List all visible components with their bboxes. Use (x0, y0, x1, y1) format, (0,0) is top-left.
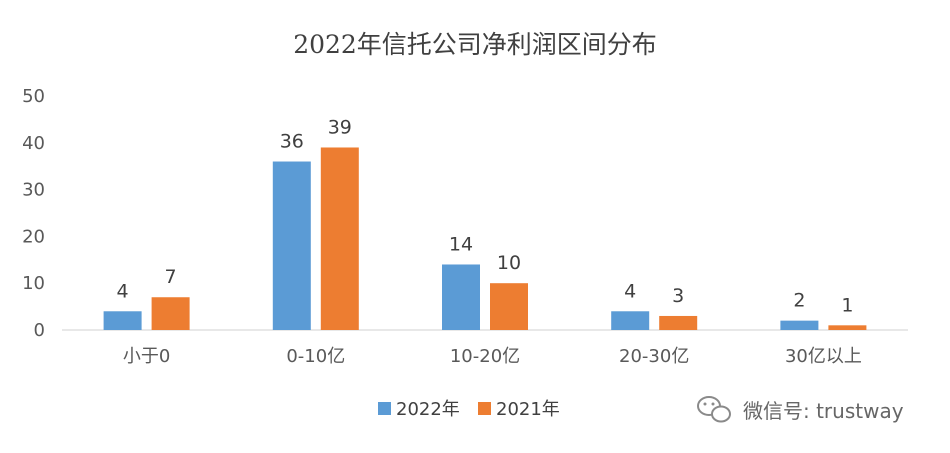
legend-swatch (478, 402, 491, 415)
x-tick-label: 10-20亿 (450, 346, 520, 367)
data-label: 3 (672, 285, 684, 307)
y-axis: 0 10 20 30 40 50 (22, 86, 45, 341)
data-labels: 4 7 36 39 14 10 4 3 2 1 (117, 116, 854, 316)
bar-series-1 (611, 311, 650, 330)
data-label: 14 (449, 233, 473, 255)
bar-series-1 (103, 311, 142, 330)
data-label: 39 (328, 116, 352, 138)
data-label: 7 (165, 266, 177, 288)
bar-series-2 (659, 315, 698, 330)
chart-title: 2022年信托公司净利润区间分布 (293, 30, 657, 59)
x-tick-label: 20-30亿 (619, 346, 689, 367)
data-label: 1 (841, 294, 853, 316)
legend: 2022年 2021年 (378, 399, 560, 420)
x-axis: 小于0 0-10亿 10-20亿 20-30亿 30亿以上 (123, 346, 862, 367)
bar-series-1 (442, 264, 480, 330)
watermark: 微信号: trustway (697, 396, 904, 423)
x-tick-label: 30亿以上 (785, 346, 862, 367)
legend-label: 2021年 (496, 399, 560, 420)
watermark-text: 微信号: trustway (743, 399, 904, 423)
data-label: 36 (280, 131, 304, 153)
x-tick-label: 0-10亿 (286, 346, 345, 367)
bar-series-1 (272, 161, 311, 330)
bar-series-2 (490, 283, 528, 330)
y-tick-label: 40 (22, 133, 45, 154)
y-tick-label: 50 (22, 86, 45, 107)
data-label: 2 (793, 290, 805, 312)
y-tick-label: 0 (34, 320, 45, 341)
bar-series-1 (780, 320, 819, 330)
data-label: 4 (117, 280, 129, 302)
data-label: 4 (624, 280, 636, 302)
legend-swatch (378, 402, 391, 415)
bar-series-2 (151, 297, 190, 330)
y-tick-label: 20 (22, 226, 45, 247)
y-tick-label: 10 (22, 273, 45, 294)
bar-series-2 (320, 147, 359, 330)
bars (103, 147, 867, 330)
wechat-icon (697, 396, 731, 423)
x-tick-label: 小于0 (123, 346, 170, 367)
data-label: 10 (497, 252, 521, 274)
legend-label: 2022年 (396, 399, 460, 420)
y-tick-label: 30 (22, 180, 45, 201)
bar-series-2 (828, 325, 867, 330)
